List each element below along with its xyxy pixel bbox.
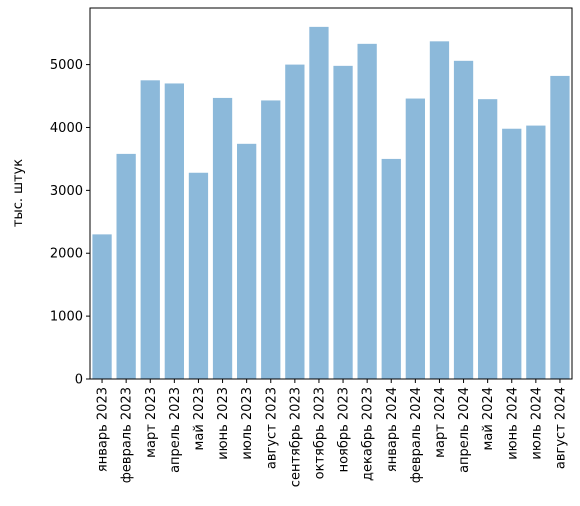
bar-6 xyxy=(237,143,257,379)
y-tick-label-2: 2000 xyxy=(50,247,83,262)
bar-13 xyxy=(405,98,425,379)
plot-frame xyxy=(89,7,573,380)
x-tick-label-7: август 2023 xyxy=(264,387,279,469)
bar-11 xyxy=(357,43,377,379)
bar-10 xyxy=(333,65,353,380)
bar-4 xyxy=(188,172,209,379)
y-tick-label-4: 4000 xyxy=(50,121,83,136)
x-tick-label-8: сентябрь 2023 xyxy=(288,387,303,487)
y-tick-label-3: 3000 xyxy=(50,184,83,199)
x-tick-label-1: февраль 2023 xyxy=(120,387,135,483)
bar-17 xyxy=(502,128,522,379)
bar-15 xyxy=(453,60,474,379)
y-axis-title: тыс. штук xyxy=(11,159,26,227)
y-tick-label-1: 1000 xyxy=(50,310,83,325)
x-tick-label-15: апрель 2024 xyxy=(457,387,472,473)
bar-5 xyxy=(212,97,233,379)
x-tick-label-6: июль 2023 xyxy=(240,387,255,460)
x-tick-label-4: май 2023 xyxy=(192,387,207,450)
x-axis-ticks: январь 2023 февраль 2023 март 2023 апрель 2… xyxy=(96,379,568,487)
bars-group xyxy=(92,26,570,380)
y-tick-label-5: 5000 xyxy=(50,58,83,73)
x-tick-label-11: декабрь 2023 xyxy=(361,387,376,481)
bar-14 xyxy=(429,41,450,379)
bar-19 xyxy=(550,75,570,379)
plot-area xyxy=(90,8,572,379)
x-tick-label-18: июль 2024 xyxy=(529,387,544,460)
x-tick-label-2: март 2023 xyxy=(144,387,159,458)
y-tick-label-0: 0 xyxy=(75,373,83,388)
bar-0 xyxy=(92,234,112,379)
bar-2 xyxy=(140,80,160,379)
x-tick-label-16: май 2024 xyxy=(481,387,496,450)
bar-8 xyxy=(285,64,305,379)
x-tick-label-9: октябрь 2023 xyxy=(312,387,327,479)
x-tick-label-0: январь 2023 xyxy=(96,387,111,472)
bar-3 xyxy=(164,83,184,379)
bar-18 xyxy=(526,125,546,379)
x-tick-label-5: июнь 2023 xyxy=(216,387,231,460)
bar-12 xyxy=(381,158,401,379)
x-tick-label-19: август 2024 xyxy=(553,387,568,469)
x-tick-label-17: июнь 2024 xyxy=(505,387,520,460)
bar-7 xyxy=(261,100,281,379)
bar-1 xyxy=(116,153,136,379)
y-axis-ticks: 0 1000 2000 3000 4000 5000 xyxy=(50,58,90,388)
bar-16 xyxy=(478,99,498,379)
x-tick-label-3: апрель 2023 xyxy=(168,387,183,473)
x-tick-label-10: ноябрь 2023 xyxy=(337,387,352,472)
x-tick-label-12: январь 2024 xyxy=(385,387,400,472)
x-tick-label-13: февраль 2024 xyxy=(409,387,424,483)
bar-9 xyxy=(309,26,329,379)
x-tick-label-14: март 2024 xyxy=(433,387,448,458)
